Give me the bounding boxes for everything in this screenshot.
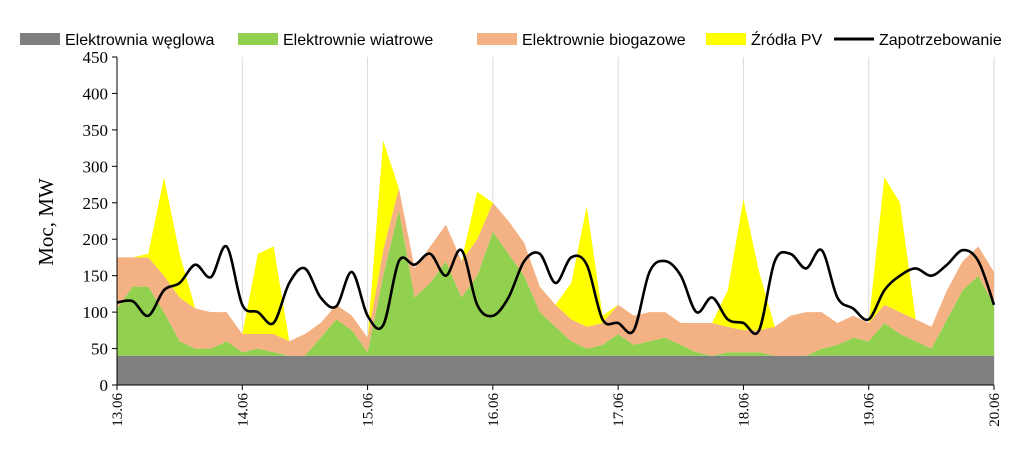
y-axis-title: Moc, MW	[34, 178, 58, 266]
area-series-3	[117, 188, 994, 356]
demand-line-group	[116, 245, 996, 336]
x-tick-label: 20.06	[987, 393, 1003, 427]
legend-swatch	[20, 33, 60, 45]
y-tick-label: 0	[100, 376, 109, 395]
legend-label: Elektrownia węglowa	[65, 32, 215, 49]
stacked-areas	[117, 140, 994, 385]
line-series-1	[116, 245, 996, 336]
legend-label: Elektrownie wiatrowe	[283, 32, 433, 49]
legend-swatch	[238, 33, 278, 45]
x-tick-label: 14.06	[235, 393, 251, 427]
legend-swatch	[477, 33, 517, 45]
x-tick-label: 13.06	[110, 393, 126, 427]
x-tick-label: 15.06	[361, 393, 377, 427]
legend-swatch	[706, 33, 746, 45]
y-tick-label: 200	[83, 230, 109, 249]
x-tick-label: 19.06	[862, 393, 878, 427]
area-series-1	[117, 355, 994, 385]
legend-label: Elektrownie biogazowe	[522, 32, 686, 49]
legend: Elektrownia węglowa Elektrownie wiatrowe E…	[20, 30, 1002, 49]
legend-label: Zapotrzebowanie	[879, 32, 1002, 49]
axes: 0 50 100 150 200 250 300 350 400 450 13.06 14.06 15.…	[83, 48, 1004, 427]
y-tick-label: 350	[83, 121, 109, 140]
y-tick-label: 50	[91, 340, 108, 359]
x-tick-label: 16.06	[486, 393, 502, 427]
y-tick-label: 400	[83, 84, 109, 103]
y-tick-label: 250	[83, 194, 109, 213]
x-tick-label: 17.06	[611, 393, 627, 427]
x-tick-label: 18.06	[736, 393, 752, 427]
area-series-2	[117, 210, 994, 356]
y-tick-label: 300	[83, 157, 109, 176]
y-tick-label: 150	[83, 267, 109, 286]
legend-label: Źródła PV	[751, 30, 822, 49]
y-tick-label: 100	[83, 303, 109, 322]
y-tick-label: 450	[83, 48, 109, 67]
